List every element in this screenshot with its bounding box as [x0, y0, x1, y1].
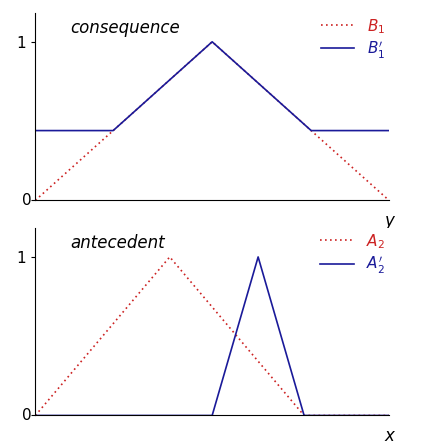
Legend: $B_1$, $B_1'$: $B_1$, $B_1'$: [321, 17, 385, 61]
Text: y: y: [384, 212, 394, 229]
Text: consequence: consequence: [71, 19, 180, 37]
Text: 0: 0: [22, 193, 32, 208]
Text: 0: 0: [22, 408, 32, 423]
Text: antecedent: antecedent: [71, 234, 165, 252]
Legend: $A_2$, $A_2'$: $A_2$, $A_2'$: [320, 232, 385, 276]
Text: x: x: [384, 427, 394, 442]
